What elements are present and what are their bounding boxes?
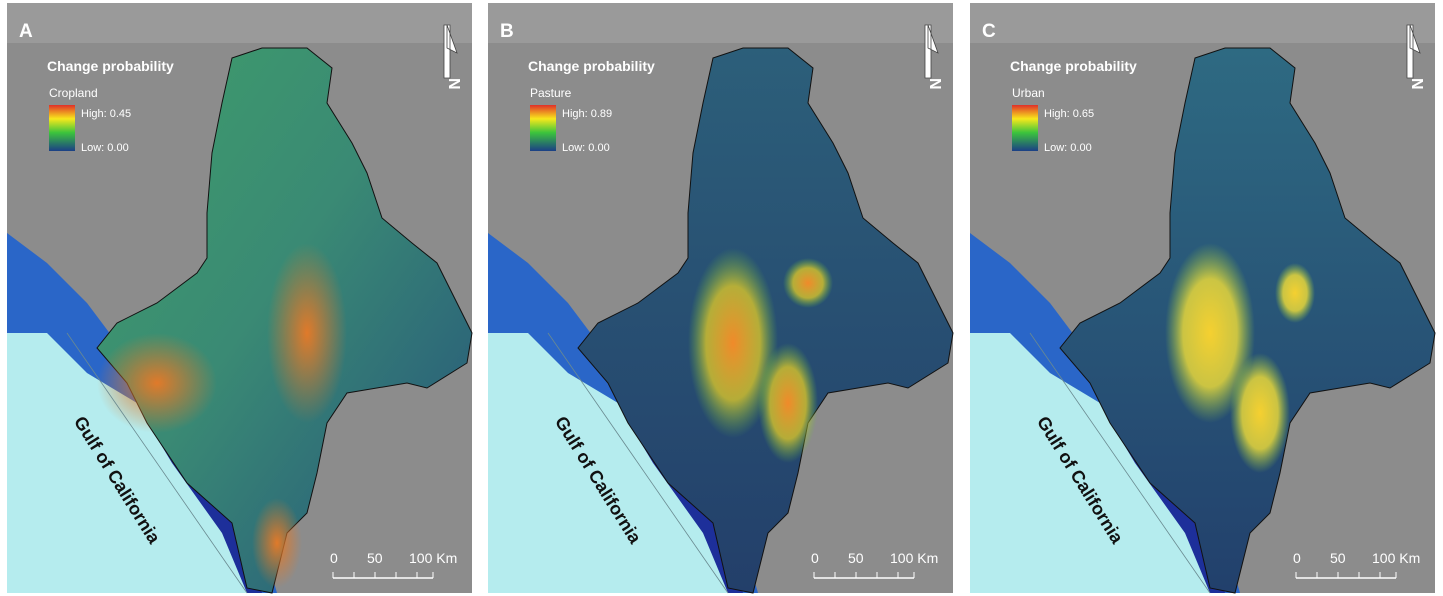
north-label: N — [445, 78, 462, 90]
legend-title: Change probability — [1010, 58, 1137, 74]
change-hotspot — [1230, 353, 1290, 473]
legend-high: High: 0.45 — [81, 108, 131, 120]
scale-label: 50 — [848, 550, 864, 566]
scale-label: 0 — [811, 550, 819, 566]
scale-label: 0 — [330, 550, 338, 566]
change-hotspot — [252, 498, 302, 588]
scale-label: 100 Km — [1372, 550, 1420, 566]
legend-low: Low: 0.00 — [1044, 142, 1092, 154]
legend-title: Change probability — [528, 58, 655, 74]
scale-label: 100 Km — [409, 550, 457, 566]
legend-layer: Cropland — [49, 86, 98, 100]
legend-low: Low: 0.00 — [562, 142, 610, 154]
legend-ramp — [1012, 105, 1038, 151]
change-hotspot — [758, 343, 818, 463]
map-panel: B Change probability Pasture High: 0.89 Low:… — [488, 3, 953, 593]
panel-label: B — [500, 21, 514, 42]
legend-ramp — [530, 105, 556, 151]
change-hotspot — [783, 258, 833, 308]
north-label: N — [1408, 78, 1425, 90]
land-top — [488, 3, 953, 43]
land-top — [7, 3, 472, 43]
scale-label: 50 — [1330, 550, 1346, 566]
north-label: N — [926, 78, 943, 90]
legend-title: Change probability — [47, 58, 174, 74]
scale-label: 0 — [1293, 550, 1301, 566]
legend-layer: Urban — [1012, 86, 1045, 100]
land-top — [970, 3, 1435, 43]
legend-high: High: 0.65 — [1044, 108, 1094, 120]
map-panel: C Change probability Urban High: 0.65 Low: 0… — [970, 3, 1435, 593]
legend-layer: Pasture — [530, 86, 572, 100]
change-hotspot — [267, 243, 347, 423]
map-panel: A Change probability Cropland High: 0.45 Low… — [7, 3, 472, 593]
figure: A Change probability Cropland High: 0.45 Low… — [0, 0, 1443, 596]
panel-label: A — [19, 21, 33, 42]
panel-label: C — [982, 21, 996, 42]
legend-high: High: 0.89 — [562, 108, 612, 120]
change-hotspot — [97, 333, 217, 433]
scale-label: 50 — [367, 550, 383, 566]
change-hotspot — [1275, 263, 1315, 323]
scale-label: 100 Km — [890, 550, 938, 566]
legend-ramp — [49, 105, 75, 151]
legend-low: Low: 0.00 — [81, 142, 129, 154]
